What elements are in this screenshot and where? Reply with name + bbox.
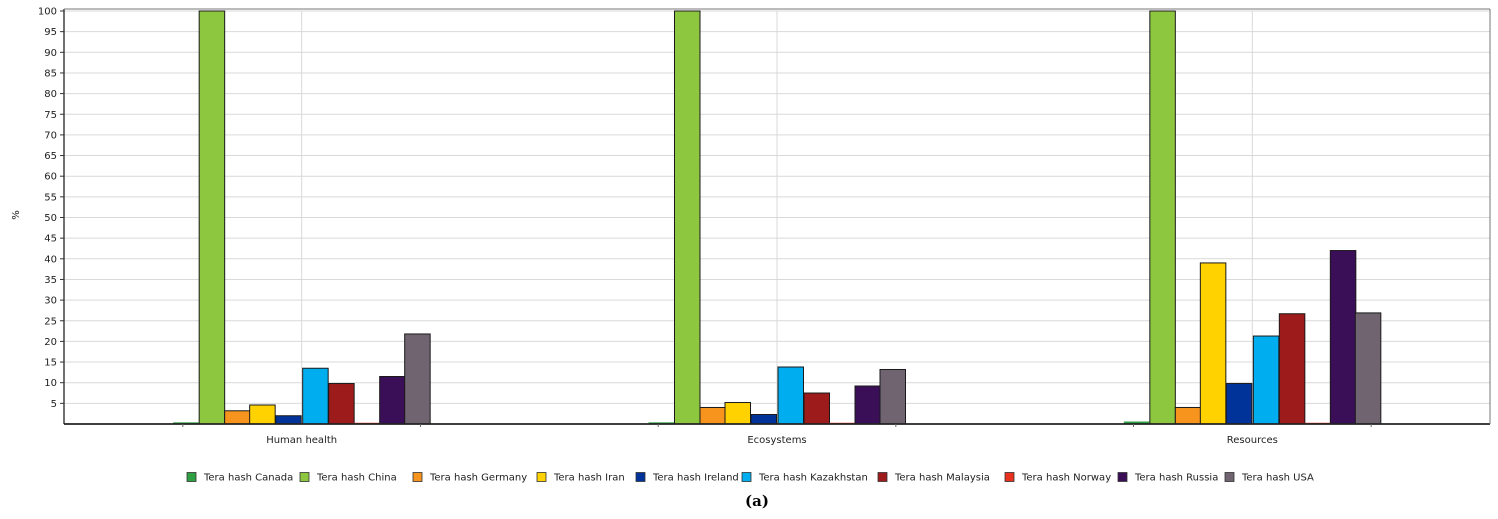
bar xyxy=(275,415,302,425)
y-tick-label: 65 xyxy=(44,151,57,162)
x-category-label: Human health xyxy=(266,435,337,446)
bar xyxy=(1252,335,1280,425)
x-category-label: Resources xyxy=(1227,435,1278,446)
y-tick-label: 35 xyxy=(44,275,57,286)
legend-label: Tera hash Russia xyxy=(1134,473,1218,484)
bar xyxy=(1123,421,1150,424)
bar xyxy=(302,367,329,425)
bar xyxy=(1329,250,1357,425)
bars xyxy=(173,10,1382,425)
y-tick-label: 25 xyxy=(44,316,57,327)
y-tick-label: 80 xyxy=(44,89,57,100)
bar xyxy=(854,385,881,425)
bar xyxy=(328,383,355,425)
y-tick-label: 10 xyxy=(44,378,57,389)
bar xyxy=(674,10,701,425)
bar xyxy=(249,404,276,425)
legend-swatch xyxy=(186,472,197,482)
y-tick-label: 15 xyxy=(44,358,57,369)
legend-swatch xyxy=(741,472,752,482)
y-tick-label: 95 xyxy=(44,27,57,38)
bar xyxy=(777,366,804,425)
bar xyxy=(699,406,726,425)
legend-label: Tera hash Ireland xyxy=(652,473,739,484)
y-axis-label: % xyxy=(11,210,22,220)
legend-swatch xyxy=(877,472,888,482)
bar xyxy=(1278,313,1306,425)
y-tick-label: 90 xyxy=(44,48,57,59)
bar xyxy=(1149,10,1176,425)
legend-label: Tera hash Norway xyxy=(1021,473,1111,484)
legend: Tera hash Canada Tera hash China Tera hash… xyxy=(186,472,1314,484)
bar xyxy=(1354,312,1382,425)
legend-swatch xyxy=(299,472,310,482)
x-axis-categories: Human health Ecosystems Resources xyxy=(266,435,1278,446)
y-tick-label: 20 xyxy=(44,337,57,348)
legend-swatch xyxy=(635,472,646,482)
bar xyxy=(1174,406,1202,425)
y-tick-label: 30 xyxy=(44,296,57,307)
y-tick-label: 45 xyxy=(44,234,57,245)
y-tick-label: 75 xyxy=(44,110,57,121)
x-category-label: Ecosystems xyxy=(747,435,806,446)
legend-swatch xyxy=(412,472,423,482)
legend-swatch xyxy=(1224,472,1235,482)
legend-label: Tera hash Malaysia xyxy=(894,473,990,484)
legend-label: Tera hash Canada xyxy=(203,473,293,484)
bar xyxy=(379,376,406,425)
axes xyxy=(63,8,1491,427)
y-tick-label: 100 xyxy=(38,7,57,18)
y-tick-label: 50 xyxy=(44,213,57,224)
legend-label: Tera hash USA xyxy=(1241,473,1314,484)
y-tick-label: 60 xyxy=(44,172,57,183)
y-tick-label: 85 xyxy=(44,68,57,79)
y-tick-label: 55 xyxy=(44,192,57,203)
legend-swatch xyxy=(536,472,547,482)
bar xyxy=(750,414,777,425)
bar xyxy=(198,10,226,425)
legend-label: Tera hash Iran xyxy=(553,473,625,484)
y-axis-ticks: 5 10 15 20 25 30 35 40 45 50 55 60 65 70 75 80 85 90 95 100 xyxy=(38,7,64,410)
grid-lines xyxy=(64,10,1490,424)
bar xyxy=(724,402,751,425)
bar xyxy=(1225,383,1253,425)
legend-label: Tera hash Kazakhstan xyxy=(758,473,868,484)
y-tick-label: 40 xyxy=(44,254,57,265)
bar xyxy=(879,368,906,425)
bar xyxy=(1199,262,1227,425)
bar xyxy=(224,410,251,425)
y-tick-label: 70 xyxy=(44,130,57,141)
figure-caption: (a) xyxy=(745,492,769,510)
legend-label: Tera hash Germany xyxy=(429,473,527,484)
bar xyxy=(803,392,830,425)
bar xyxy=(404,333,431,425)
y-tick-label: 5 xyxy=(51,399,57,410)
legend-swatch xyxy=(1117,472,1128,482)
legend-label: Tera hash China xyxy=(316,473,397,484)
legend-swatch xyxy=(1004,472,1015,482)
